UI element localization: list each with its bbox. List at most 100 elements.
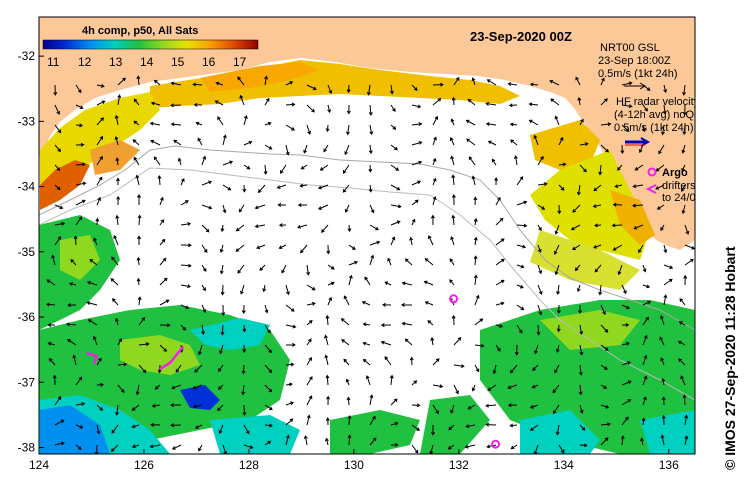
velocity-arrow xyxy=(66,322,77,327)
velocity-arrow xyxy=(678,321,686,326)
velocity-arrow xyxy=(243,164,251,170)
legend-argo-label: Argo xyxy=(662,167,688,179)
velocity-arrow xyxy=(600,144,609,153)
velocity-arrow xyxy=(369,415,376,426)
velocity-arrow xyxy=(264,75,269,86)
velocity-arrow xyxy=(285,401,295,406)
velocity-arrow xyxy=(663,84,668,94)
velocity-arrow xyxy=(558,184,565,191)
velocity-arrow xyxy=(473,196,478,206)
velocity-arrow xyxy=(175,364,182,373)
velocity-arrow xyxy=(448,424,455,431)
velocity-arrow xyxy=(368,144,373,155)
velocity-arrow xyxy=(198,444,203,452)
velocity-arrow xyxy=(642,354,648,366)
velocity-arrow xyxy=(614,184,623,189)
velocity-arrow xyxy=(346,104,351,115)
velocity-arrow xyxy=(54,419,65,426)
velocity-arrow xyxy=(492,364,497,375)
velocity-arrow xyxy=(509,122,518,127)
argo-float-marker xyxy=(449,294,459,304)
velocity-arrow xyxy=(424,258,434,266)
velocity-arrow xyxy=(220,324,225,336)
velocity-arrow xyxy=(432,136,437,146)
velocity-arrow xyxy=(137,214,142,226)
velocity-arrow xyxy=(68,282,77,286)
velocity-arrow xyxy=(241,304,246,315)
velocity-arrow xyxy=(401,281,413,286)
legend-drifters-line1: drifters@12h xyxy=(662,180,725,192)
velocity-arrow xyxy=(495,301,505,306)
velocity-arrow xyxy=(514,344,519,356)
velocity-arrow xyxy=(180,200,189,206)
velocity-arrow xyxy=(70,259,77,266)
velocity-arrow xyxy=(222,134,227,146)
velocity-arrow xyxy=(598,284,603,296)
velocity-arrow xyxy=(285,144,290,156)
velocity-arrow xyxy=(254,224,266,229)
velocity-arrow xyxy=(111,424,119,434)
velocity-arrow xyxy=(218,424,224,435)
velocity-arrow xyxy=(485,422,497,427)
velocity-arrow xyxy=(474,364,480,373)
argo-float-marker xyxy=(491,439,501,449)
velocity-arrow xyxy=(180,177,185,186)
velocity-arrow xyxy=(450,404,455,414)
velocity-arrow xyxy=(537,182,548,187)
velocity-arrow xyxy=(411,403,421,408)
velocity-arrow xyxy=(389,374,394,386)
velocity-arrow xyxy=(411,199,419,206)
velocity-arrow xyxy=(558,136,564,146)
lon-tick-label: 130 xyxy=(344,458,364,472)
velocity-arrow xyxy=(306,356,312,366)
velocity-arrow xyxy=(306,301,316,306)
velocity-arrow xyxy=(679,298,686,306)
lon-tick-label: 134 xyxy=(554,458,574,472)
velocity-arrow xyxy=(473,274,478,286)
velocity-arrow xyxy=(197,344,203,356)
velocity-arrow xyxy=(285,102,296,107)
velocity-arrow xyxy=(277,202,287,207)
velocity-arrow xyxy=(347,415,352,426)
velocity-arrow xyxy=(326,244,331,255)
velocity-arrow xyxy=(380,340,392,346)
velocity-arrow xyxy=(136,256,141,266)
velocity-arrow xyxy=(306,284,316,291)
velocity-arrow xyxy=(554,264,560,276)
velocity-arrow xyxy=(75,199,86,206)
velocity-arrow xyxy=(326,395,331,406)
velocity-arrow xyxy=(537,155,544,166)
velocity-arrow xyxy=(528,102,539,107)
velocity-arrow xyxy=(131,404,140,411)
lat-tick-label: -36 xyxy=(18,310,36,324)
colorbar xyxy=(42,39,259,50)
velocity-arrow xyxy=(553,244,560,255)
velocity-arrow xyxy=(180,221,192,226)
velocity-arrow xyxy=(432,177,437,186)
velocity-arrow xyxy=(612,202,623,207)
velocity-arrow xyxy=(319,164,329,171)
velocity-arrow xyxy=(368,104,373,116)
velocity-arrow xyxy=(681,204,686,215)
velocity-arrow xyxy=(660,224,665,232)
velocity-arrow xyxy=(451,96,456,106)
colorbar-ticks: 11 12 13 14 15 16 17 xyxy=(47,55,247,69)
velocity-arrow xyxy=(324,334,329,346)
velocity-arrow xyxy=(201,244,208,253)
velocity-arrow xyxy=(576,284,581,293)
velocity-arrow xyxy=(177,157,182,166)
velocity-arrow xyxy=(621,304,630,310)
velocity-arrow xyxy=(390,124,397,130)
velocity-arrow xyxy=(220,224,225,233)
velocity-arrow xyxy=(235,224,245,232)
velocity-arrow xyxy=(131,444,140,449)
velocity-arrow xyxy=(52,374,57,386)
velocity-arrow xyxy=(404,258,413,266)
velocity-arrow xyxy=(642,334,648,346)
velocity-arrow xyxy=(47,323,56,328)
velocity-arrow xyxy=(340,318,350,326)
velocity-arrow xyxy=(594,264,602,273)
velocity-arrow xyxy=(243,140,253,146)
velocity-arrow xyxy=(45,302,56,307)
velocity-arrow xyxy=(600,344,609,351)
